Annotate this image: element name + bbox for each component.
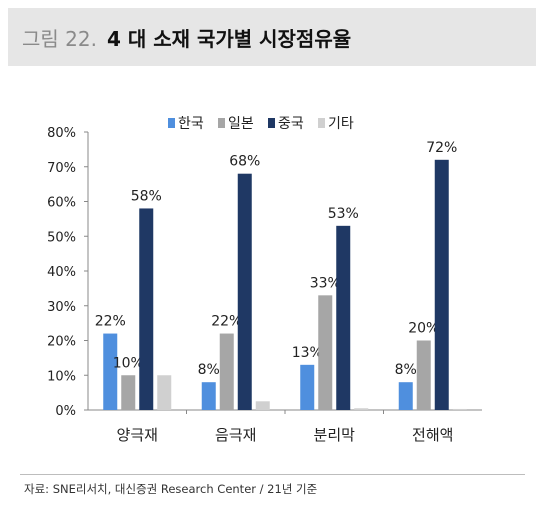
bar-기타 [354, 408, 369, 410]
y-tick-label: 70% [47, 161, 76, 176]
chart-area: 0% 10% 20% 30% 40% 50% 60% 70% 80% 22% 10% 58% 양극재 8%… [0, 66, 544, 456]
bar-중국 [434, 159, 449, 410]
bar-한국 [300, 364, 315, 410]
data-label: 58% [131, 188, 162, 204]
y-tick-label: 40% [47, 265, 76, 280]
data-label: 72% [426, 140, 457, 156]
data-label: 10% [113, 355, 144, 371]
x-tick-label: 분리막 [314, 426, 356, 444]
data-label: 20% [408, 321, 439, 337]
bar-chart: 0% 10% 20% 30% 40% 50% 60% 70% 80% 22% 10% 58% 양극재 8%… [47, 116, 482, 444]
y-tick-label: 60% [47, 196, 76, 211]
bar-기타 [452, 408, 467, 410]
bar-기타 [157, 375, 172, 410]
bar-한국 [103, 333, 118, 410]
source-note: 자료: SNE리서치, 대신증권 Research Center / 21년 기… [24, 482, 318, 496]
data-label: 33% [310, 275, 341, 291]
y-tick-label: 10% [47, 369, 76, 384]
x-tick-label: 음극재 [215, 426, 256, 444]
bar-중국 [336, 225, 351, 410]
legend-label: 한국 [178, 116, 204, 132]
legend-swatch-중국 [268, 118, 275, 128]
data-label: 8% [198, 362, 220, 378]
bar-한국 [201, 382, 216, 410]
data-label: 13% [292, 345, 323, 361]
y-tick-label: 30% [47, 300, 76, 315]
bar-중국 [139, 208, 154, 410]
y-tick-label: 0% [55, 404, 76, 419]
source-divider [20, 474, 525, 475]
data-label: 53% [328, 206, 359, 222]
title-bar: 그림 22. 4 대 소재 국가별 시장점유율 [8, 8, 536, 66]
bar-일본 [416, 340, 431, 410]
y-tick-label: 20% [47, 335, 76, 350]
bar-일본 [121, 375, 136, 410]
y-tick-label: 80% [47, 126, 76, 141]
bar-한국 [398, 382, 413, 410]
chart-title: 4 대 소재 국가별 시장점유율 [106, 26, 352, 51]
figure-label: 그림 22. [22, 26, 97, 51]
data-label: 22% [95, 314, 126, 330]
x-tick-label: 전해액 [412, 426, 453, 444]
legend-swatch-일본 [218, 118, 225, 128]
bar-일본 [219, 333, 234, 410]
x-tick-label: 양극재 [117, 426, 158, 444]
legend-label: 일본 [228, 116, 254, 132]
y-tick-label: 50% [47, 230, 76, 245]
data-label: 68% [229, 154, 260, 170]
legend-label: 기타 [328, 116, 354, 132]
legend-label: 중국 [278, 116, 304, 132]
legend-swatch-기타 [318, 118, 325, 128]
bar-중국 [237, 173, 252, 410]
bar-기타 [255, 401, 270, 410]
bar-일본 [318, 295, 333, 410]
data-label: 8% [395, 362, 417, 378]
data-label: 22% [211, 314, 242, 330]
legend-swatch-한국 [168, 118, 175, 128]
